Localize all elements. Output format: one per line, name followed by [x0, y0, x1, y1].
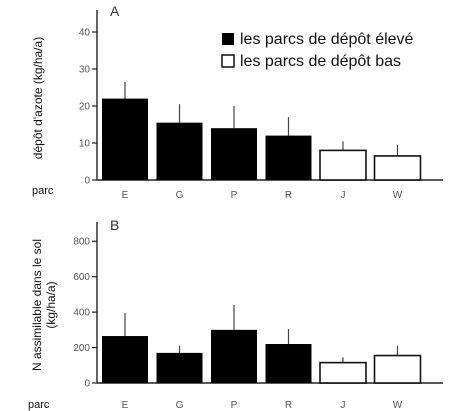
legend-swatch-low [221, 54, 235, 68]
panel-b-category-label: P [231, 400, 238, 411]
panel-b-category-label: E [122, 400, 129, 411]
panel-a-bar-j [319, 149, 367, 181]
panel-b-y-tick-label: 0 [84, 379, 90, 390]
panel-a-label: A [110, 3, 120, 19]
panel-b-label: B [110, 217, 119, 233]
panel-a-bar-w [373, 155, 422, 181]
panel-a-y-tick-label: 40 [79, 28, 91, 39]
panel-a-y-tick-label: 10 [79, 139, 91, 150]
panel-b-bar-r [265, 344, 312, 383]
panel-a-category-label: E [122, 190, 129, 201]
legend-entry-label: les parcs de dépôt bas [240, 53, 401, 70]
panel-b-y-axis-label: N assimilable dans le sol(kg/ha/a) [30, 239, 58, 371]
panel-b-y-tick-label: 800 [73, 237, 90, 248]
panel-a-category-label: W [393, 190, 403, 201]
panel-b-y-tick-label: 200 [73, 343, 90, 354]
panel-b-category-label: G [176, 400, 184, 411]
legend: les parcs de dépôt élevé les parcs de dép… [221, 31, 414, 70]
panel-b-bar-g [156, 352, 203, 383]
panel-a-bar-e [102, 98, 148, 180]
panel-a-category-label: P [231, 190, 238, 201]
panel-a-x-axis-label: parc [32, 185, 54, 197]
panel-a-y-tick-label: 0 [84, 176, 90, 187]
legend-entry-label: les parcs de dépôt élevé [240, 31, 414, 48]
panel-b-bar-e [102, 336, 148, 383]
panel-b-category-label: J [341, 400, 346, 411]
panel-b-category-label: R [285, 400, 292, 411]
panel-b-x-axis-label: parc [28, 399, 50, 411]
panel-a-y-axis-label: dépôt d'azote (kg/ha/a) [31, 37, 45, 159]
panel-a-category-label: R [285, 190, 292, 201]
panel-a-bar-r [265, 135, 312, 180]
panel-b-y-tick-label: 400 [73, 308, 90, 319]
panel-a-category-label: G [176, 190, 184, 201]
panel-a-bar-p [211, 128, 257, 180]
panel-b-bar-p [211, 329, 257, 383]
panel-b-bar-j [319, 361, 367, 384]
panel-b-bar-w [373, 354, 422, 384]
panel-b-y-tick-label: 600 [73, 272, 90, 283]
panel-b-category-label: W [393, 400, 403, 411]
panel-a-y-tick-label: 30 [79, 65, 91, 76]
panel-a-category-label: J [341, 190, 346, 201]
panel-a-y-tick-label: 20 [79, 102, 91, 113]
legend-swatch-high [222, 33, 234, 45]
panel-a-bar-g [156, 122, 203, 180]
